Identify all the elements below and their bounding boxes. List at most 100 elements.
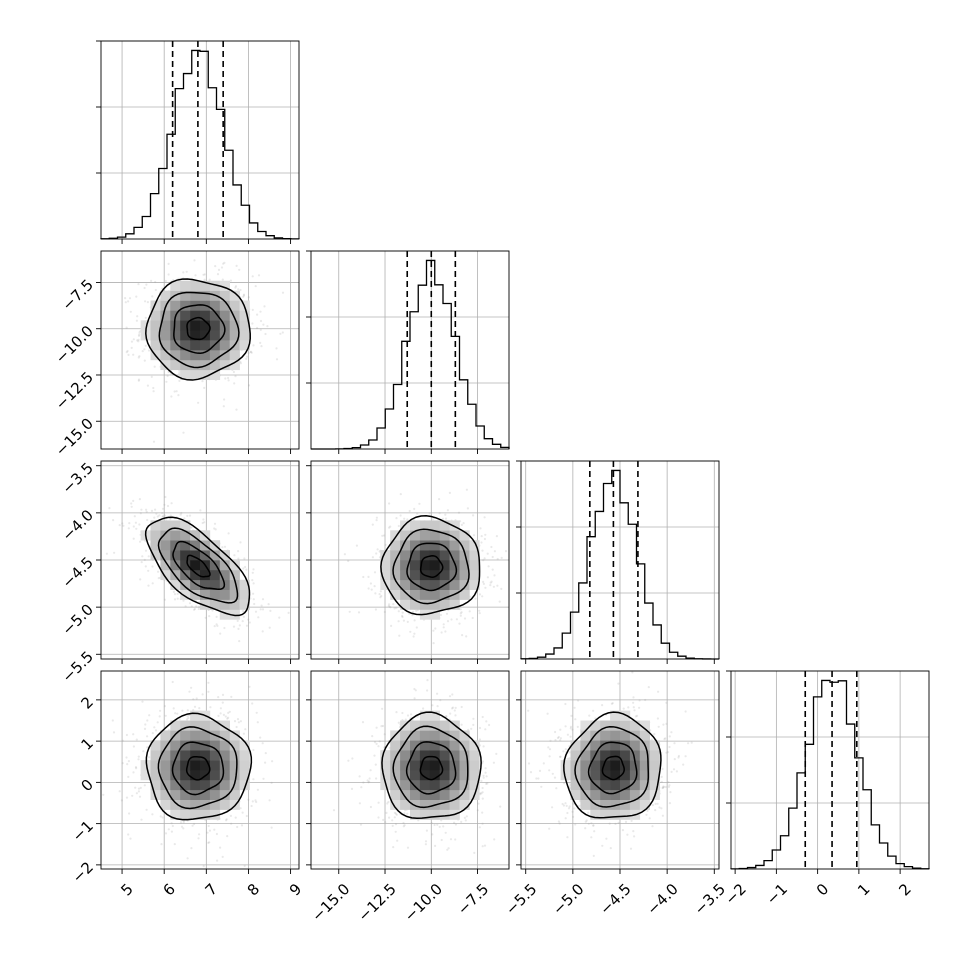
scatter-point xyxy=(454,706,457,710)
scatter-point xyxy=(436,823,439,826)
scatter-point xyxy=(178,372,181,375)
scatter-point xyxy=(195,697,198,700)
density-cell xyxy=(170,330,181,341)
scatter-point xyxy=(137,378,141,381)
scatter-point xyxy=(245,814,248,818)
density-cell xyxy=(209,720,221,731)
scatter-point xyxy=(221,693,225,697)
scatter-point xyxy=(224,377,227,380)
density-cell xyxy=(180,530,191,541)
scatter-point xyxy=(252,344,255,347)
scatter-point xyxy=(169,517,172,521)
scatter-point xyxy=(170,822,173,825)
density-cell xyxy=(190,550,201,561)
scatter-point xyxy=(483,537,486,541)
density-cell xyxy=(229,589,240,600)
density-cell xyxy=(239,330,250,341)
scatter-point xyxy=(131,794,134,797)
scatter-point xyxy=(240,824,244,827)
scatter-point xyxy=(127,833,130,836)
scatter-point xyxy=(148,714,151,717)
density-cell xyxy=(229,320,240,331)
histogram-panel-0 xyxy=(96,40,300,244)
scatter-point xyxy=(500,587,503,591)
scatter-point xyxy=(460,611,463,614)
scatter-point xyxy=(144,549,148,552)
scatter-point xyxy=(139,786,142,790)
scatter-point xyxy=(147,349,151,352)
scatter-point xyxy=(246,355,249,358)
scatter-point xyxy=(173,593,177,596)
density-cell xyxy=(160,350,171,361)
contour-line xyxy=(186,554,211,578)
scatter-point xyxy=(223,261,226,264)
scatter-point xyxy=(130,505,133,508)
scatter-point xyxy=(367,587,370,590)
scatter-point xyxy=(371,523,374,526)
scatter-point xyxy=(137,758,140,761)
scatter-point xyxy=(247,618,250,621)
scatter-point xyxy=(482,774,485,777)
scatter-point xyxy=(194,274,197,277)
scatter-point xyxy=(141,555,144,558)
scatter-point xyxy=(215,832,218,836)
density-cell xyxy=(209,369,221,380)
scatter-point xyxy=(234,286,237,289)
scatter-point xyxy=(426,679,429,682)
scatter-point xyxy=(380,725,383,728)
scatter-point xyxy=(242,294,245,297)
scatter-point xyxy=(259,608,262,611)
scatter-point xyxy=(493,550,496,553)
scatter-point xyxy=(132,353,135,356)
scatter-point xyxy=(412,635,415,638)
scatter-point xyxy=(393,607,396,610)
scatter-point xyxy=(227,376,230,380)
y-tick-label: −4.5 xyxy=(59,553,97,591)
scatter-point xyxy=(242,615,245,618)
scatter-point xyxy=(150,375,153,378)
density-cell xyxy=(429,520,440,531)
scatter-point xyxy=(140,508,143,511)
scatter-point xyxy=(242,567,245,570)
scatter-point xyxy=(214,265,217,268)
contour-line xyxy=(145,278,251,381)
scatter-point xyxy=(250,350,253,353)
scatter-point xyxy=(161,507,165,510)
scatter-point xyxy=(466,507,469,510)
density-cell xyxy=(160,330,171,341)
scatter-point xyxy=(163,705,166,708)
scatter-point xyxy=(138,523,141,526)
density-cell xyxy=(229,599,240,610)
scatter-point xyxy=(350,787,354,791)
density-cell xyxy=(150,310,161,321)
scatter-point xyxy=(141,350,144,353)
scatter-point xyxy=(208,829,211,832)
density-cell xyxy=(190,320,201,331)
scatter-point xyxy=(192,698,195,701)
scatter-point xyxy=(392,603,395,606)
scatter-point xyxy=(232,625,236,628)
scatter-point xyxy=(132,525,135,528)
density-cell xyxy=(419,599,431,610)
x-tick-label: 5 xyxy=(117,880,136,899)
scatter-point xyxy=(486,552,489,555)
density-cell xyxy=(160,550,171,561)
scatter-panel-0-2: −5.5−5.0−4.5−4.0−3.5 xyxy=(59,459,300,686)
scatter-point xyxy=(450,618,453,621)
scatter-point xyxy=(237,550,240,553)
density-cell xyxy=(180,280,191,291)
scatter-point xyxy=(444,630,447,633)
density-cell xyxy=(229,330,240,341)
density-cell xyxy=(209,560,221,571)
scatter-point xyxy=(124,297,127,300)
scatter-point xyxy=(254,610,258,613)
density-cell xyxy=(180,730,191,741)
density-cell xyxy=(469,560,480,571)
scatter-point xyxy=(161,816,164,819)
scatter-point xyxy=(182,431,185,434)
scatter-point xyxy=(461,634,464,637)
scatter-point xyxy=(136,315,139,318)
scatter-point xyxy=(207,681,210,684)
scatter-point xyxy=(135,319,138,322)
scatter-point xyxy=(167,828,170,831)
